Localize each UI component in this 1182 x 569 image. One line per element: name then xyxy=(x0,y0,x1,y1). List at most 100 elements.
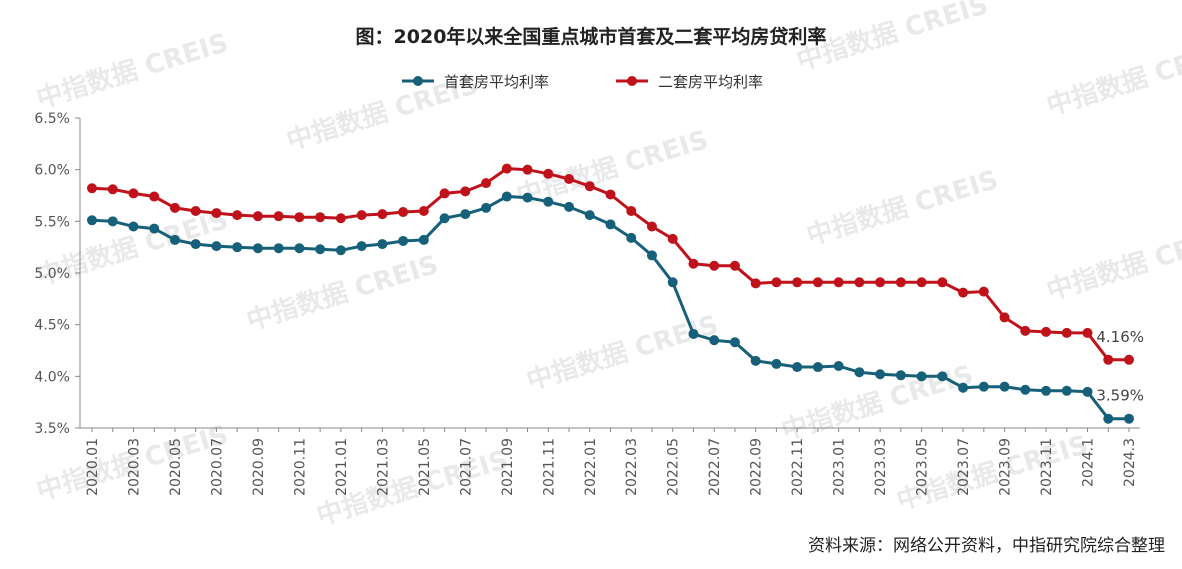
data-point xyxy=(377,209,388,220)
x-tick-label: 2023.11 xyxy=(1039,438,1055,496)
data-point xyxy=(294,243,305,254)
series-second-home: 4.16% xyxy=(87,163,1144,365)
watermark-text: 中指数据 CREIS xyxy=(523,310,721,397)
data-point xyxy=(1041,385,1052,396)
data-point xyxy=(543,196,554,207)
data-point xyxy=(169,202,180,213)
x-tick-label: 2021.03 xyxy=(375,438,391,496)
x-tick-label: 2023.05 xyxy=(915,438,931,496)
data-point xyxy=(439,213,450,224)
end-value-label: 4.16% xyxy=(1096,328,1144,346)
data-point xyxy=(1082,386,1093,397)
data-point xyxy=(999,381,1010,392)
data-point xyxy=(128,221,139,232)
data-point xyxy=(564,173,575,184)
data-point xyxy=(169,234,180,245)
data-point xyxy=(605,189,616,200)
data-point xyxy=(792,277,803,288)
x-tick-label: 2023.07 xyxy=(956,438,972,496)
data-point xyxy=(1020,384,1031,395)
data-point xyxy=(190,206,201,216)
data-point xyxy=(999,312,1010,323)
data-point xyxy=(315,244,326,255)
data-point xyxy=(709,335,720,346)
data-point xyxy=(377,239,388,250)
legend-item: 首套房平均利率 xyxy=(402,73,549,91)
y-tick-label: 6.5% xyxy=(34,111,70,127)
data-point xyxy=(875,277,886,288)
data-point xyxy=(937,277,948,288)
data-point xyxy=(211,241,222,252)
data-point xyxy=(833,277,844,288)
watermark-text: 中指数据 CREIS xyxy=(243,250,441,337)
data-point xyxy=(958,382,969,393)
data-point xyxy=(501,163,512,174)
data-point xyxy=(605,219,616,230)
legend: 首套房平均利率 二套房平均利率 xyxy=(402,73,763,91)
x-tick-label: 2020.11 xyxy=(292,438,308,496)
data-point xyxy=(315,212,326,223)
y-tick-label: 4.0% xyxy=(34,369,70,385)
watermark-text: 中指数据 CREIS xyxy=(1043,220,1182,307)
data-point xyxy=(667,233,678,244)
data-point xyxy=(937,371,948,382)
data-point xyxy=(232,242,243,253)
watermark-text: 中指数据 CREIS xyxy=(803,165,1001,252)
x-tick-label: 2022.03 xyxy=(624,438,640,496)
x-tick-label: 2023.01 xyxy=(832,438,848,496)
x-tick-label: 2022.05 xyxy=(666,438,682,496)
data-point xyxy=(1103,413,1114,424)
legend-marker xyxy=(627,76,637,86)
data-point xyxy=(335,213,346,224)
data-point xyxy=(87,183,97,194)
data-point xyxy=(1124,354,1134,365)
data-point xyxy=(481,202,492,213)
data-point xyxy=(688,328,699,339)
data-point xyxy=(1082,327,1093,338)
data-point xyxy=(978,381,989,392)
watermark-text: 中指数据 CREIS xyxy=(33,28,231,115)
data-point xyxy=(356,210,367,221)
x-tick-label: 2020.09 xyxy=(251,438,267,496)
source-note: 资料来源：网络公开资料，中指研究院综合整理 xyxy=(808,536,1165,556)
data-point xyxy=(252,211,263,222)
x-tick-label: 2021.01 xyxy=(334,438,350,496)
data-point xyxy=(335,245,346,256)
y-axis: 3.5% 4.0% 4.5% 5.0% 5.5% 6.0% 6.5% xyxy=(34,111,81,437)
data-point xyxy=(398,235,409,246)
data-point xyxy=(916,277,927,288)
legend-label: 二套房平均利率 xyxy=(658,73,763,91)
data-point xyxy=(501,191,512,202)
data-point xyxy=(916,371,927,382)
data-point xyxy=(646,250,657,261)
data-point xyxy=(460,209,471,220)
data-point xyxy=(543,168,554,179)
data-point xyxy=(356,241,367,252)
data-point xyxy=(978,286,989,297)
data-point xyxy=(294,212,305,223)
data-point xyxy=(626,232,637,243)
chart-title: 图：2020年以来全国重点城市首套及二套平均房贷利率 xyxy=(356,25,827,48)
data-point xyxy=(522,164,533,175)
data-point xyxy=(1124,413,1134,424)
data-point xyxy=(584,181,595,192)
legend-label: 首套房平均利率 xyxy=(444,73,549,91)
data-point xyxy=(771,358,782,369)
data-point xyxy=(729,260,740,271)
x-tick-label: 2024.3 xyxy=(1122,438,1138,487)
watermark-text: 中指数据 CREIS xyxy=(1043,35,1182,122)
x-tick-label: 2020.05 xyxy=(168,438,184,496)
data-point xyxy=(522,192,533,203)
data-point xyxy=(232,210,243,221)
x-tick-label: 2022.07 xyxy=(707,438,723,496)
data-point xyxy=(481,178,492,189)
data-point xyxy=(128,188,139,199)
x-tick-label: 2021.09 xyxy=(500,438,516,496)
data-point xyxy=(87,215,97,226)
legend-item: 二套房平均利率 xyxy=(616,73,763,91)
y-tick-label: 3.5% xyxy=(34,421,70,437)
x-tick-label: 2024.1 xyxy=(1081,438,1097,487)
data-point xyxy=(854,277,865,288)
data-point xyxy=(895,277,906,288)
